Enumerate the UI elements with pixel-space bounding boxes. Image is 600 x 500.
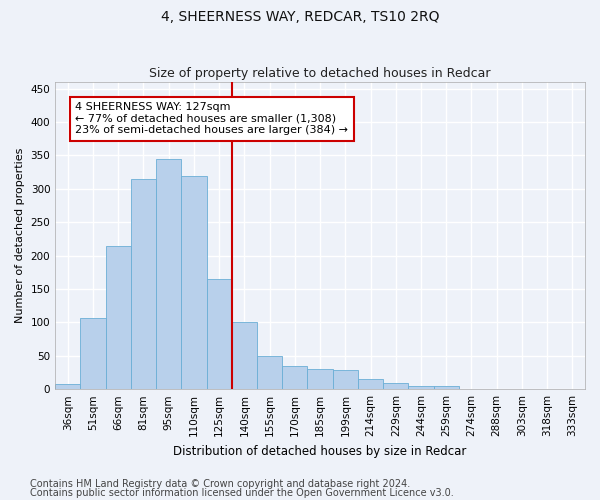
Text: Contains HM Land Registry data © Crown copyright and database right 2024.: Contains HM Land Registry data © Crown c… (30, 479, 410, 489)
Bar (257, 356, 282, 389)
Text: Contains public sector information licensed under the Open Government Licence v3: Contains public sector information licen… (30, 488, 454, 498)
Bar (156, 159, 181, 389)
Bar (106, 246, 131, 389)
Bar (383, 382, 409, 389)
Text: 4, SHEERNESS WAY, REDCAR, TS10 2RQ: 4, SHEERNESS WAY, REDCAR, TS10 2RQ (161, 10, 439, 24)
Bar (80, 318, 106, 389)
Bar (434, 386, 459, 389)
Bar (332, 370, 358, 389)
Bar (282, 366, 307, 389)
Title: Size of property relative to detached houses in Redcar: Size of property relative to detached ho… (149, 66, 491, 80)
Bar (55, 384, 80, 389)
Text: 4 SHEERNESS WAY: 127sqm
← 77% of detached houses are smaller (1,308)
23% of semi: 4 SHEERNESS WAY: 127sqm ← 77% of detache… (76, 102, 349, 136)
X-axis label: Distribution of detached houses by size in Redcar: Distribution of detached houses by size … (173, 444, 467, 458)
Bar (358, 379, 383, 389)
Y-axis label: Number of detached properties: Number of detached properties (15, 148, 25, 324)
Bar (484, 388, 509, 389)
Bar (409, 386, 434, 389)
Bar (181, 176, 206, 389)
Bar (459, 388, 484, 389)
Bar (307, 369, 332, 389)
Bar (206, 279, 232, 389)
Bar (131, 179, 156, 389)
Bar (232, 322, 257, 389)
